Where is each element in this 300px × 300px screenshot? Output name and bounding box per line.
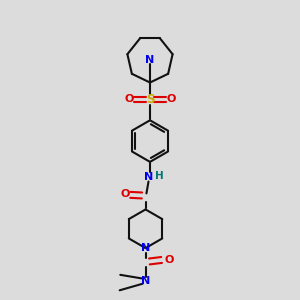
Text: O: O [166,94,176,104]
Text: N: N [144,172,153,182]
Text: N: N [141,276,150,286]
Text: O: O [124,94,134,104]
Text: N: N [141,243,150,253]
Text: S: S [146,93,154,106]
Text: H: H [154,171,163,181]
Text: O: O [165,255,174,265]
Text: O: O [121,189,130,199]
Text: N: N [146,55,154,65]
